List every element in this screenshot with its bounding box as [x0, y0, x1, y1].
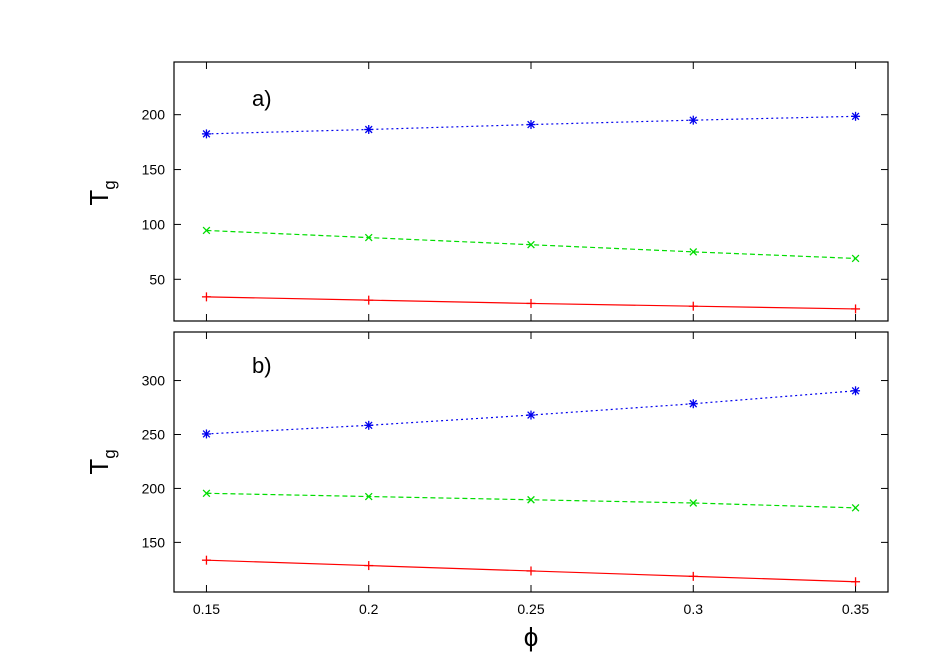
data-point	[688, 301, 698, 311]
y-tick-label: 150	[142, 162, 166, 178]
y-axis-label-subscript: g	[100, 180, 119, 189]
y-axis-label-main: T	[84, 190, 114, 206]
y-tick-label: 200	[142, 107, 166, 123]
data-point	[201, 292, 211, 302]
data-point	[526, 120, 536, 130]
data-point	[689, 248, 698, 256]
y-tick-label: 100	[142, 216, 166, 232]
series-1	[202, 226, 860, 263]
data-point	[688, 115, 698, 125]
panel-label: b)	[252, 353, 272, 378]
data-point	[689, 499, 698, 507]
plot-frame	[173, 331, 889, 593]
data-point	[364, 233, 373, 242]
data-point	[201, 555, 211, 565]
panel-b: 0.15 0.2 0.25 0.3 0.35 150 200 250 300 b) Tg ϕ	[84, 331, 889, 652]
data-point	[851, 504, 860, 512]
y-tick-label: 150	[142, 534, 166, 550]
data-point	[688, 399, 698, 409]
data-point	[526, 410, 536, 420]
series-0	[201, 555, 861, 587]
data-point	[201, 429, 211, 439]
series-2	[201, 111, 861, 139]
data-point	[526, 566, 536, 576]
data-point	[364, 561, 374, 571]
data-point	[364, 124, 374, 134]
panel-a: 50 100 150 200 a) Tg	[84, 61, 889, 322]
x-tick-label: 0.35	[842, 601, 869, 617]
data-point	[364, 420, 374, 430]
data-point	[526, 298, 536, 308]
data-point	[851, 386, 861, 396]
data-point	[202, 489, 211, 498]
y-tick-label: 300	[142, 373, 166, 389]
data-point	[851, 304, 861, 314]
data-point	[201, 129, 211, 139]
data-point	[527, 495, 535, 504]
x-tick-label: 0.3	[684, 601, 704, 617]
series-1	[202, 489, 860, 512]
data-point	[851, 254, 860, 263]
data-point	[202, 226, 211, 235]
data-point	[364, 295, 374, 305]
data-point	[688, 571, 698, 581]
x-tick-label: 0.15	[193, 601, 220, 617]
data-point	[527, 240, 535, 249]
x-tick-label: 0.2	[359, 601, 379, 617]
y-tick-label: 250	[142, 426, 166, 442]
data-point	[851, 577, 861, 587]
series-2	[201, 386, 861, 439]
plot-frame	[173, 61, 889, 322]
y-axis-label-subscript: g	[100, 449, 119, 458]
x-tick-label: 0.25	[517, 601, 544, 617]
data-point	[364, 492, 373, 501]
series-line	[206, 115, 856, 135]
y-tick-label: 200	[142, 480, 166, 496]
y-axis-label: Tg	[84, 180, 119, 205]
y-axis-label: Tg	[84, 449, 119, 474]
data-point	[851, 111, 861, 121]
y-axis-label-main: T	[84, 459, 114, 475]
series-0	[201, 292, 861, 314]
x-axis-label: ϕ	[524, 622, 539, 652]
panel-label: a)	[252, 86, 272, 111]
y-tick-label: 50	[149, 271, 165, 287]
